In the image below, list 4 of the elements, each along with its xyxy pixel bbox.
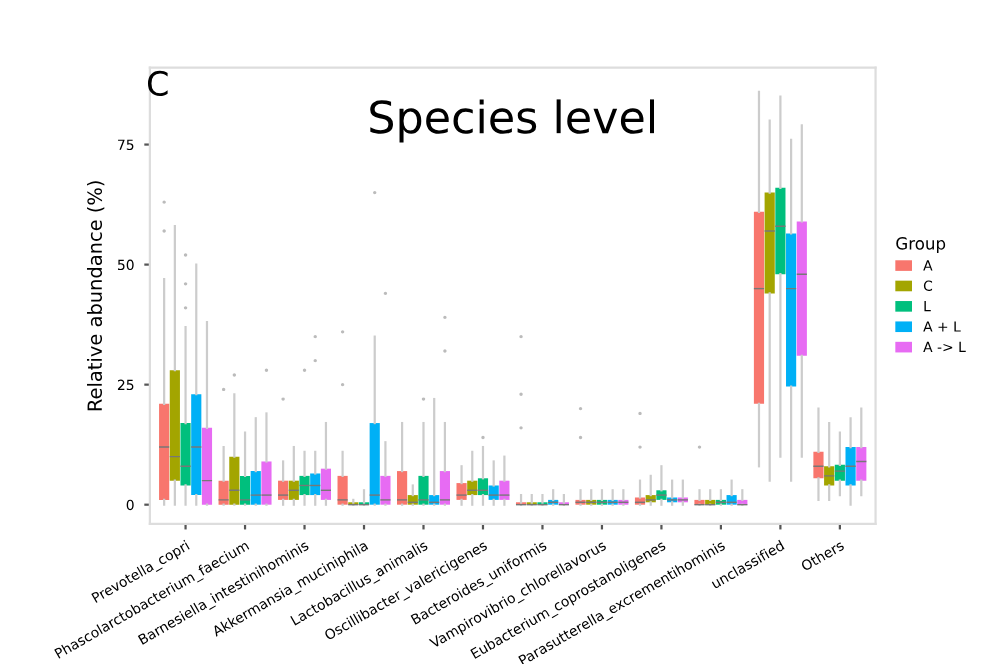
- annotation: C: [147, 70, 168, 96]
- legend-title: Group: [896, 237, 946, 253]
- text: Species level: [370, 99, 654, 143]
- y-axis-title: Relative abundance (%): [86, 181, 105, 411]
